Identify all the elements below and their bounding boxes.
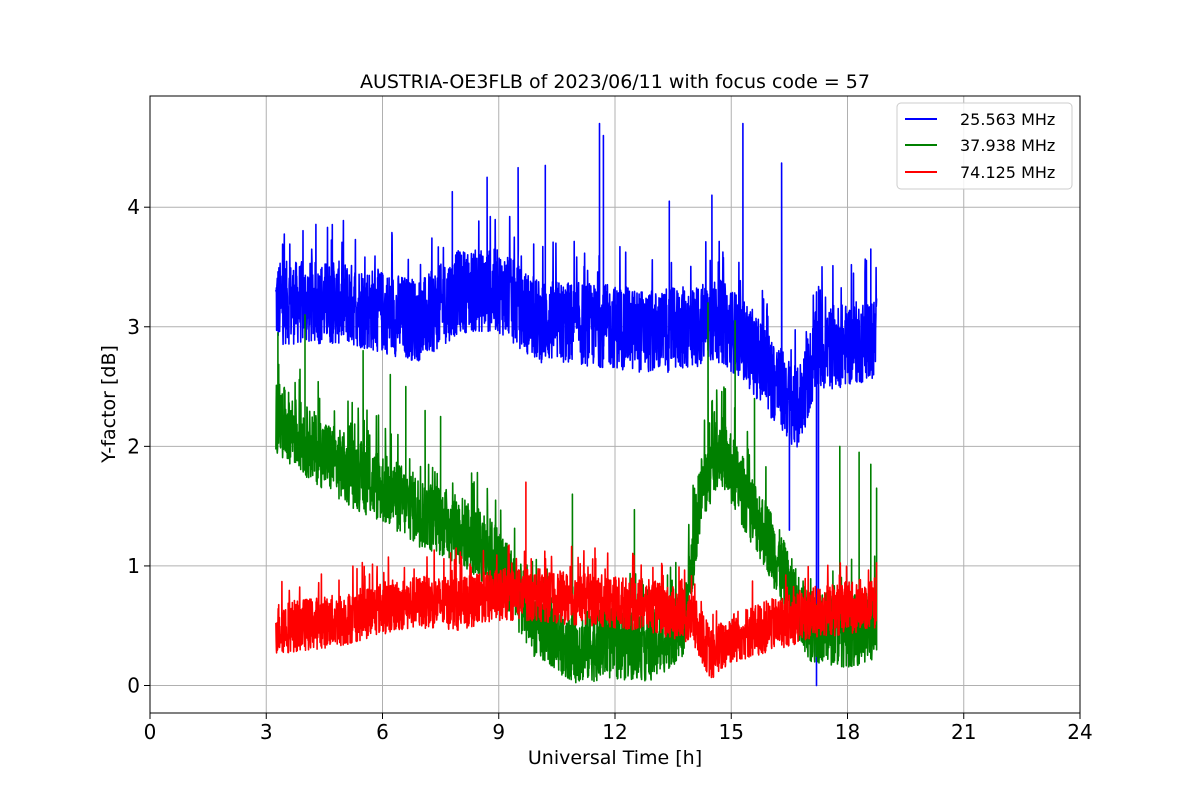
legend-box bbox=[896, 102, 1073, 190]
series-25mhz bbox=[275, 122, 878, 687]
x-tick-label: 0 bbox=[144, 720, 157, 744]
y-tick-label: 3 bbox=[127, 315, 140, 339]
y-tick-label: 1 bbox=[127, 554, 140, 578]
chart-title: AUSTRIA-OE3FLB of 2023/06/11 with focus … bbox=[360, 71, 870, 93]
series-74mhz bbox=[275, 481, 878, 679]
series-layer bbox=[275, 122, 878, 687]
y-tick-label: 2 bbox=[127, 434, 140, 458]
x-tick-label: 18 bbox=[835, 720, 860, 744]
legend-label-37mhz: 37.938 MHz bbox=[960, 136, 1055, 155]
x-tick-label: 15 bbox=[719, 720, 744, 744]
legend: 25.563 MHz 37.938 MHz 74.125 MHz bbox=[896, 102, 1073, 190]
x-tick-label: 21 bbox=[951, 720, 976, 744]
legend-label-25mhz: 25.563 MHz bbox=[960, 110, 1055, 129]
y-tick-label: 0 bbox=[127, 673, 140, 697]
x-tick-label: 6 bbox=[376, 720, 389, 744]
x-axis-label: Universal Time [h] bbox=[528, 747, 702, 769]
x-tick-label: 24 bbox=[1067, 720, 1092, 744]
x-tick-label: 9 bbox=[492, 720, 505, 744]
series-37mhz bbox=[275, 302, 878, 684]
x-tick-label: 3 bbox=[260, 720, 273, 744]
legend-label-74mhz: 74.125 MHz bbox=[960, 163, 1055, 182]
y-tick-label: 4 bbox=[127, 195, 140, 219]
x-tick-label: 12 bbox=[602, 720, 627, 744]
y-axis-label: Y-factor [dB] bbox=[98, 345, 120, 464]
